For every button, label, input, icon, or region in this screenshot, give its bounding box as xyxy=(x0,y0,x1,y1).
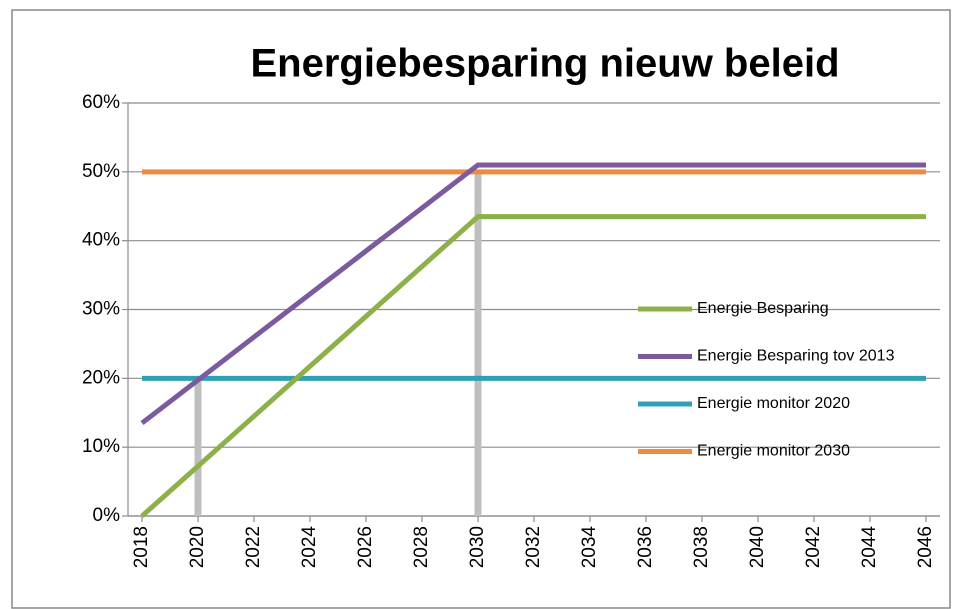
x-tick-label: 2020 xyxy=(187,526,208,568)
x-tick-label: 2026 xyxy=(355,526,376,568)
chart-title: Energiebesparing nieuw beleid xyxy=(250,42,839,86)
x-tick-label: 2028 xyxy=(411,526,432,568)
x-tick-label: 2038 xyxy=(691,526,712,568)
legend-label: Energie Besparing xyxy=(697,300,829,317)
y-tick-label: 20% xyxy=(82,367,120,388)
x-tick-label: 2044 xyxy=(859,526,880,569)
x-tick-label: 2046 xyxy=(915,526,936,568)
series-line xyxy=(140,214,926,518)
x-tick-label: 2034 xyxy=(579,526,600,569)
x-tick-label: 2032 xyxy=(523,526,544,568)
x-tick-label: 2030 xyxy=(467,526,488,568)
x-tick-label: 2036 xyxy=(635,526,656,568)
y-tick-label: 60% xyxy=(82,92,120,113)
series-line xyxy=(140,162,926,426)
y-tick-label: 0% xyxy=(93,505,121,526)
x-tick-label: 2018 xyxy=(131,526,152,568)
y-tick-label: 30% xyxy=(82,299,120,320)
legend-label: Energie monitor 2030 xyxy=(697,443,850,460)
y-tick-label: 40% xyxy=(82,230,120,251)
legend-label: Energie monitor 2020 xyxy=(697,395,850,412)
x-tick-label: 2024 xyxy=(299,526,320,569)
x-tick-label: 2042 xyxy=(803,526,824,568)
x-tick-label: 2040 xyxy=(747,526,768,568)
y-tick-label: 50% xyxy=(82,161,120,182)
y-tick-label: 10% xyxy=(82,436,120,457)
x-tick-label: 2022 xyxy=(243,526,264,568)
legend-label: Energie Besparing tov 2013 xyxy=(697,348,895,365)
